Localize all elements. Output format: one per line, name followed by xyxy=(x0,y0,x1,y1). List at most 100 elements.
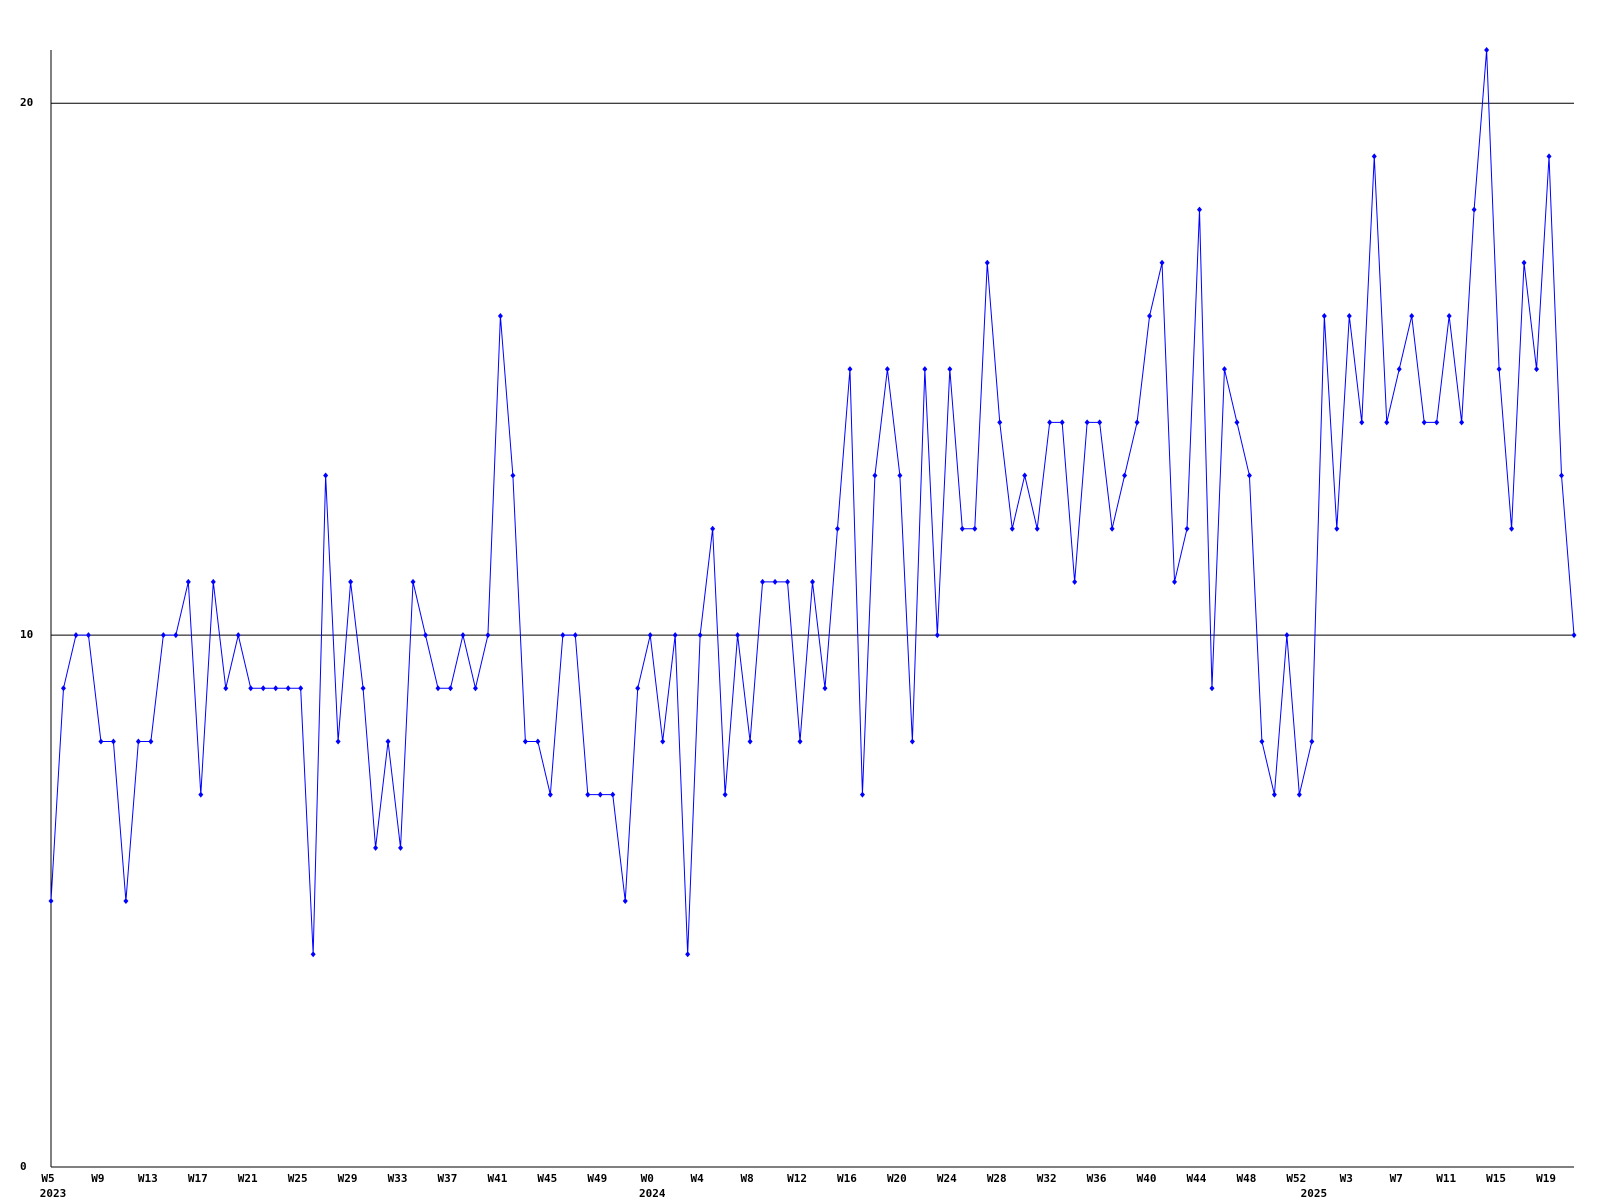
data-point xyxy=(535,738,541,745)
data-point xyxy=(1459,419,1465,426)
data-point xyxy=(822,685,828,692)
data-point xyxy=(198,791,204,798)
x-tick-label: W9 xyxy=(91,1172,104,1185)
x-tick-label: W15 xyxy=(1486,1172,1506,1185)
data-point xyxy=(547,791,553,798)
data-point xyxy=(1421,419,1427,426)
data-line xyxy=(50,49,1575,955)
data-point xyxy=(1359,419,1365,426)
x-tick-label: W29 xyxy=(338,1172,358,1185)
data-point xyxy=(1509,525,1515,532)
x-tick-label: W8 xyxy=(740,1172,753,1185)
data-point xyxy=(1159,259,1165,266)
data-point xyxy=(60,685,66,692)
data-point xyxy=(48,898,54,905)
data-point xyxy=(1034,525,1040,532)
x-tick-label: W25 xyxy=(288,1172,308,1185)
data-point xyxy=(1259,738,1265,745)
year-label: 2025 xyxy=(1301,1187,1328,1200)
data-point xyxy=(410,578,416,585)
data-point xyxy=(722,791,728,798)
data-point xyxy=(947,366,953,373)
data-point xyxy=(785,578,791,585)
data-point xyxy=(1571,632,1577,639)
data-point xyxy=(1296,791,1302,798)
data-point xyxy=(1047,419,1053,426)
data-point xyxy=(385,738,391,745)
x-tick-label: W16 xyxy=(837,1172,857,1185)
data-point xyxy=(747,738,753,745)
data-point xyxy=(1346,312,1352,319)
data-point xyxy=(1184,525,1190,532)
x-tick-label: W5 xyxy=(41,1172,54,1185)
data-point xyxy=(1134,419,1140,426)
data-point xyxy=(710,525,716,532)
data-point xyxy=(435,685,441,692)
data-point xyxy=(298,685,304,692)
data-point xyxy=(810,578,815,585)
data-point xyxy=(647,632,653,639)
data-point xyxy=(148,738,154,745)
data-point xyxy=(922,366,928,373)
x-tick-label: W20 xyxy=(887,1172,907,1185)
x-tick-label: W11 xyxy=(1436,1172,1456,1185)
data-point xyxy=(1321,312,1327,319)
data-point xyxy=(1434,419,1440,426)
data-point xyxy=(497,312,503,319)
x-tick-label: W19 xyxy=(1536,1172,1556,1185)
data-point xyxy=(1271,791,1277,798)
data-point xyxy=(1384,419,1390,426)
data-point xyxy=(1496,366,1502,373)
data-point xyxy=(1309,738,1315,745)
data-point xyxy=(1022,472,1028,479)
data-point xyxy=(1284,632,1290,639)
year-label: 2024 xyxy=(639,1187,666,1200)
data-point xyxy=(1221,366,1227,373)
data-point xyxy=(423,632,429,639)
data-point xyxy=(472,685,478,692)
data-point xyxy=(248,685,254,692)
data-point xyxy=(1546,153,1552,160)
data-point xyxy=(1521,259,1527,266)
data-point xyxy=(460,632,466,639)
data-point xyxy=(1559,472,1565,479)
data-point xyxy=(98,738,104,745)
x-tick-label: W12 xyxy=(787,1172,807,1185)
data-point xyxy=(1059,419,1065,426)
x-tick-label: W49 xyxy=(587,1172,607,1185)
data-point xyxy=(1172,578,1178,585)
data-point xyxy=(348,578,354,585)
data-point xyxy=(959,525,965,532)
x-tick-label: W3 xyxy=(1340,1172,1353,1185)
data-point xyxy=(323,472,329,479)
data-point xyxy=(1196,206,1202,213)
data-point xyxy=(335,738,341,745)
data-point xyxy=(1209,685,1215,692)
data-point xyxy=(597,791,603,798)
data-point xyxy=(123,898,129,905)
data-point xyxy=(972,525,978,532)
year-label: 2023 xyxy=(40,1187,67,1200)
data-point xyxy=(884,366,890,373)
data-point xyxy=(260,685,266,692)
y-tick-label: 0 xyxy=(20,1160,27,1173)
x-tick-label: W21 xyxy=(238,1172,258,1185)
data-point xyxy=(1234,419,1240,426)
data-point xyxy=(1534,366,1540,373)
data-point xyxy=(85,632,91,639)
data-point xyxy=(1122,472,1128,479)
data-point xyxy=(1446,312,1452,319)
data-point xyxy=(1072,578,1078,585)
data-point xyxy=(760,578,766,585)
data-point xyxy=(223,685,229,692)
data-point xyxy=(1009,525,1015,532)
data-point xyxy=(635,685,641,692)
data-point xyxy=(135,738,141,745)
data-point xyxy=(510,472,516,479)
data-point xyxy=(110,738,116,745)
x-tick-label: W28 xyxy=(987,1172,1007,1185)
data-point xyxy=(897,472,903,479)
x-tick-label: W32 xyxy=(1037,1172,1057,1185)
data-point xyxy=(697,632,703,639)
